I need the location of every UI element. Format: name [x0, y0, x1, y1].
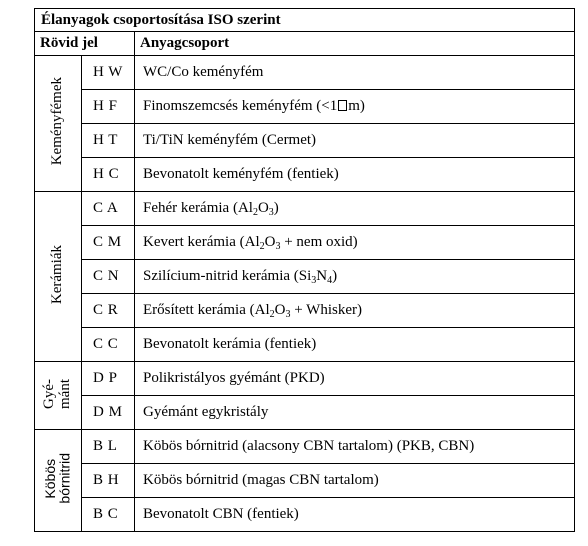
row-name: Polikristályos gyémánt (PKD) [134, 361, 575, 396]
group-label-line1: Gyé- [41, 378, 58, 409]
group-label-line2: bórnitrid [57, 453, 73, 504]
table-row: Köbös bórnitrid B L Köbös bórnitrid (alac… [34, 429, 575, 532]
title-row: Élanyagok csoportosítása ISO szerint [34, 8, 575, 32]
row-name: WC/Co keményfém [134, 55, 575, 90]
table-row: C R Erősített kerámia (Al2O3 + Whisker) [35, 293, 575, 328]
row-code: H T [81, 123, 135, 158]
row-name: Köbös bórnitrid (alacsony CBN tartalom) … [134, 429, 575, 464]
row-name: Szilícium-nitrid kerámia (Si3N4) [134, 259, 575, 294]
row-code: C R [81, 293, 135, 328]
table-row: D M Gyémánt egykristály [35, 395, 575, 430]
table-row: B C Bevonatolt CBN (fentiek) [35, 497, 575, 532]
header-code: Rövid jel [34, 31, 135, 56]
row-name: Gyémánt egykristály [134, 395, 575, 430]
group-ceramics: Kerámiák [34, 191, 82, 362]
row-code: D P [81, 361, 135, 396]
table-row: Kerámiák C A Fehér kerámia (Al2O3) [34, 191, 575, 362]
group-label: Kerámiák [49, 244, 66, 305]
row-code: H C [81, 157, 135, 192]
row-name: Köbös bórnitrid (magas CBN tartalom) [134, 463, 575, 498]
group-cbn: Köbös bórnitrid [34, 429, 82, 532]
row-name: Bevonatolt kerámia (fentiek) [134, 327, 575, 362]
header-group: Anyagcsoport [134, 31, 575, 56]
table-row: C M Kevert kerámia (Al2O3 + nem oxid) [35, 225, 575, 260]
row-code: C M [81, 225, 135, 260]
row-name: Kevert kerámia (Al2O3 + nem oxid) [134, 225, 575, 260]
row-name: Finomszemcsés keményfém (<1 m) [134, 89, 575, 124]
row-code: C A [81, 191, 135, 226]
table-title: Élanyagok csoportosítása ISO szerint [34, 8, 575, 32]
row-code: B C [81, 497, 135, 532]
row-name: Bevonatolt CBN (fentiek) [134, 497, 575, 532]
row-code: D M [81, 395, 135, 430]
group-label: Keményfémek [49, 77, 66, 166]
row-name: Fehér kerámia (Al2O3) [134, 191, 575, 226]
missing-glyph-icon [338, 100, 348, 111]
row-code: H W [81, 55, 135, 90]
row-name: Erősített kerámia (Al2O3 + Whisker) [134, 293, 575, 328]
table-row: C N Szilícium-nitrid kerámia (Si3N4) [35, 259, 575, 294]
table-row: H C Bevonatolt keményfém (fentiek) [35, 157, 575, 192]
iso-material-table: Élanyagok csoportosítása ISO szerint Röv… [34, 8, 575, 532]
row-name: Ti/TiN keményfém (Cermet) [134, 123, 575, 158]
row-name: Bevonatolt keményfém (fentiek) [134, 157, 575, 192]
row-code: C N [81, 259, 135, 294]
row-code: B H [81, 463, 135, 498]
row-code: H F [81, 89, 135, 124]
group-diamond: Gyé-mánt [34, 361, 82, 430]
table-row: B H Köbös bórnitrid (magas CBN tartalom) [35, 463, 575, 498]
table-row: H T Ti/TiN keményfém (Cermet) [35, 123, 575, 158]
group-hard-metal: Keményfémek [34, 55, 82, 192]
table-row: C C Bevonatolt kerámia (fentiek) [35, 327, 575, 362]
table-row: Keményfémek H W WC/Co keményfém [34, 55, 575, 192]
group-label-line2: mánt [57, 378, 73, 409]
table-row: Gyé-mánt D P Polikristályos gyémánt (PKD… [34, 361, 575, 430]
header-row: Rövid jel Anyagcsoport [34, 31, 575, 56]
row-code: B L [81, 429, 135, 464]
table-row: H F Finomszemcsés keményfém (<1 m) [35, 89, 575, 124]
row-code: C C [81, 327, 135, 362]
